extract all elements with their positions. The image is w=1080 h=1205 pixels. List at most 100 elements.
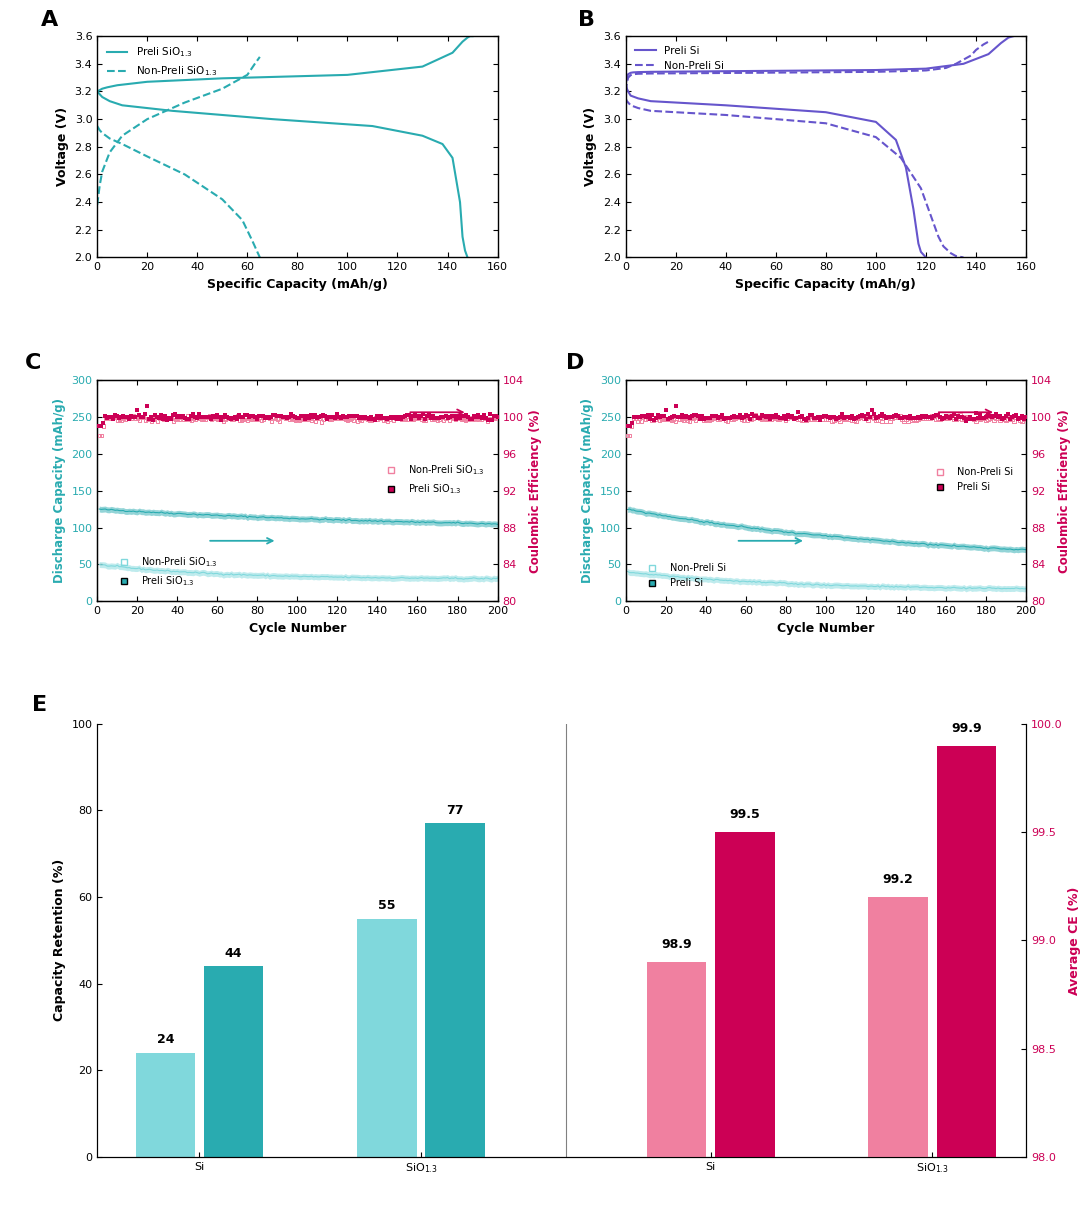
Point xyxy=(685,410,702,429)
Point xyxy=(789,402,807,422)
Point xyxy=(409,408,427,428)
Point xyxy=(751,408,768,428)
Point xyxy=(801,410,819,429)
Point xyxy=(721,407,739,427)
Point xyxy=(269,410,286,429)
Point xyxy=(471,408,488,428)
Point xyxy=(987,408,1004,428)
Point xyxy=(475,407,492,427)
Point xyxy=(189,408,206,428)
Point xyxy=(222,410,240,429)
Point xyxy=(163,408,180,428)
Point xyxy=(211,407,228,427)
Point xyxy=(187,410,204,429)
Point xyxy=(147,407,164,427)
Point xyxy=(489,408,507,428)
Point xyxy=(227,408,244,428)
Point xyxy=(333,407,350,427)
Point xyxy=(699,408,716,428)
Point xyxy=(441,407,458,427)
Point xyxy=(779,408,796,428)
Point xyxy=(769,410,786,429)
Point xyxy=(759,410,777,429)
Point xyxy=(949,406,967,425)
Point xyxy=(997,406,1014,425)
Point xyxy=(649,407,666,427)
Point xyxy=(447,408,464,428)
Point xyxy=(643,405,660,424)
Point xyxy=(627,407,645,427)
Point xyxy=(881,407,899,427)
Point xyxy=(243,407,260,427)
Point xyxy=(846,411,863,430)
Point xyxy=(327,408,345,428)
Point xyxy=(463,410,481,429)
Point xyxy=(711,407,728,427)
Point xyxy=(731,405,748,424)
Point xyxy=(467,408,484,428)
Point xyxy=(140,410,158,429)
Point xyxy=(903,408,920,428)
Point xyxy=(980,406,997,425)
Point xyxy=(729,407,746,427)
Point xyxy=(867,408,885,428)
Point xyxy=(783,406,800,425)
Point xyxy=(912,408,929,428)
Text: 98.9: 98.9 xyxy=(661,939,692,951)
Point xyxy=(893,408,910,428)
Point xyxy=(413,410,430,429)
Point xyxy=(991,406,1009,425)
Point xyxy=(119,407,136,427)
Point xyxy=(765,407,782,427)
Point xyxy=(991,411,1009,430)
Point xyxy=(345,407,362,427)
Point xyxy=(222,408,240,428)
Point xyxy=(970,408,987,428)
Point xyxy=(421,406,438,425)
Point xyxy=(847,408,864,428)
Point xyxy=(625,408,643,428)
Point xyxy=(923,406,941,425)
Point xyxy=(421,407,438,427)
Point xyxy=(851,407,868,427)
Point xyxy=(245,408,262,428)
Point xyxy=(273,408,291,428)
Point xyxy=(180,410,198,429)
Point xyxy=(957,407,974,427)
Point xyxy=(302,405,320,424)
Point xyxy=(197,410,214,429)
Legend: Non-Preli Si, Preli Si: Non-Preli Si, Preli Si xyxy=(926,463,1017,496)
Point xyxy=(126,408,144,428)
Point xyxy=(355,408,373,428)
Point xyxy=(945,410,962,429)
X-axis label: Cycle Number: Cycle Number xyxy=(248,622,346,635)
Point xyxy=(471,407,488,427)
Point xyxy=(305,408,322,428)
Point xyxy=(387,407,404,427)
Legend: Non-Preli SiO$_{1.3}$, Preli SiO$_{1.3}$: Non-Preli SiO$_{1.3}$, Preli SiO$_{1.3}$ xyxy=(377,459,488,500)
Point xyxy=(767,408,784,428)
Point xyxy=(319,408,336,428)
Point xyxy=(961,408,978,428)
Point xyxy=(166,405,184,424)
Point xyxy=(423,408,441,428)
Point xyxy=(931,407,948,427)
Point xyxy=(879,408,896,428)
Point xyxy=(183,407,200,427)
Point xyxy=(891,406,908,425)
Point xyxy=(663,411,680,430)
Point xyxy=(853,406,870,425)
Point xyxy=(410,408,428,428)
Point xyxy=(232,410,249,429)
Point xyxy=(251,408,268,428)
Point xyxy=(980,410,997,429)
Point xyxy=(725,406,742,425)
Text: 99.9: 99.9 xyxy=(951,722,982,735)
Point xyxy=(837,408,854,428)
Point xyxy=(157,406,174,425)
Point xyxy=(262,407,280,427)
Point xyxy=(977,411,995,430)
Point xyxy=(623,413,640,433)
Point xyxy=(935,408,953,428)
Point xyxy=(888,406,905,425)
